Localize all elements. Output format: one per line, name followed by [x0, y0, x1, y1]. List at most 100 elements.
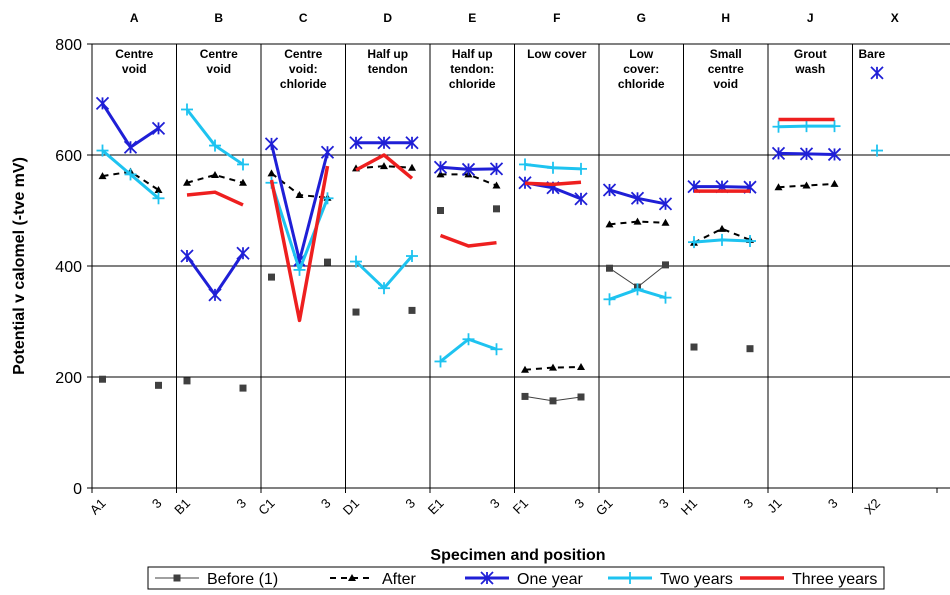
group-label-line: Half up — [367, 47, 408, 61]
x-axis: A1 3 B1 3 C1 3 D1 3 E1 3 F1 3 G1 3 H1 3 J1 3 X2 — [87, 488, 938, 518]
legend-marker — [480, 571, 494, 585]
series-line — [355, 153, 414, 180]
data-point — [152, 192, 165, 205]
marker-triangle — [774, 183, 783, 191]
marker-square — [268, 273, 275, 281]
data-point — [547, 161, 559, 174]
marker-square — [662, 261, 669, 269]
data-point — [462, 333, 475, 346]
data-point — [267, 169, 276, 177]
data-point — [95, 96, 110, 111]
data-point — [437, 207, 444, 214]
data-point — [690, 343, 698, 351]
marker-triangle — [802, 181, 811, 189]
series-before-1 — [99, 205, 754, 405]
data-point — [605, 220, 614, 228]
data-point — [577, 393, 585, 401]
data-point — [521, 365, 529, 373]
group-letter: X — [891, 11, 899, 25]
data-point — [405, 136, 419, 150]
x-tick-label: F1 — [510, 496, 531, 517]
group-labels: ACentrevoidBCentrevoidCCentrevoid:chlori… — [115, 11, 899, 91]
x-tick-label: J1 — [764, 496, 784, 516]
series-three-years — [186, 117, 835, 323]
series-two-years — [96, 103, 883, 368]
marker-triangle — [183, 178, 191, 186]
legend-marker — [624, 572, 636, 584]
data-point — [800, 120, 813, 133]
group-label-line: Half up — [452, 47, 493, 61]
data-point — [828, 120, 841, 133]
series-line — [101, 102, 160, 149]
marker-triangle — [267, 169, 276, 177]
group-letter: E — [468, 11, 476, 25]
data-point — [574, 192, 588, 206]
data-point — [320, 145, 335, 159]
x-tick-label: H1 — [678, 496, 700, 518]
marker-square — [99, 375, 106, 383]
legend-label: One year — [517, 571, 583, 588]
data-point — [630, 191, 645, 205]
data-point — [489, 162, 504, 176]
data-point — [603, 293, 616, 306]
series-line — [778, 182, 835, 189]
group-label-line: cover: — [623, 62, 659, 76]
data-point — [577, 363, 585, 371]
x-tick-label: 3 — [487, 496, 503, 512]
data-point — [211, 170, 219, 178]
marker-square — [408, 306, 416, 314]
marker-square — [352, 308, 360, 316]
data-point — [406, 250, 418, 263]
data-point — [181, 103, 193, 116]
marker-triangle — [154, 185, 163, 193]
data-point — [518, 176, 532, 190]
data-point — [264, 137, 279, 151]
x-tick-label: 3 — [402, 496, 418, 512]
x-tick-label: 3 — [656, 496, 672, 512]
legend-entry: Before (1) — [155, 571, 278, 588]
data-point — [324, 258, 331, 266]
x-tick-label: A1 — [87, 496, 109, 518]
legend-box — [147, 566, 885, 590]
legend-entry: Three years — [740, 571, 877, 588]
data-point — [718, 224, 726, 232]
data-point — [549, 397, 557, 405]
data-point — [180, 249, 194, 263]
x-tick-label: 3 — [740, 496, 756, 512]
group-label-line: tendon: — [450, 62, 494, 76]
group-label-line: void — [122, 62, 147, 76]
marker-triangle — [661, 218, 670, 226]
marker-triangle — [605, 220, 614, 228]
data-point — [98, 172, 107, 180]
data-point — [321, 192, 334, 205]
data-point — [746, 345, 754, 353]
marker-triangle — [633, 217, 642, 225]
data-point — [183, 377, 191, 385]
data-point — [293, 263, 306, 276]
data-point — [183, 178, 191, 186]
data-point — [433, 160, 448, 174]
data-point — [602, 183, 617, 197]
data-point — [688, 236, 700, 249]
group-label-line: wash — [794, 62, 825, 76]
group-letter: H — [721, 11, 730, 25]
marker-triangle — [295, 190, 304, 198]
marker-triangle — [239, 178, 247, 186]
series-after — [98, 162, 839, 373]
marker-square — [746, 345, 754, 353]
data-point — [774, 183, 783, 191]
x-tick-label: 3 — [571, 496, 587, 512]
data-point — [633, 217, 642, 225]
marker-triangle — [436, 170, 445, 178]
data-point — [870, 66, 884, 80]
marker-square — [239, 384, 247, 392]
group-letter: B — [214, 11, 223, 25]
group-label-line: centre — [708, 62, 744, 76]
marker-triangle — [492, 181, 501, 189]
group-label-line: Centre — [115, 47, 153, 61]
series-line — [524, 366, 582, 371]
data-point — [716, 233, 728, 246]
data-point — [268, 273, 275, 281]
marker-triangle — [408, 163, 416, 171]
